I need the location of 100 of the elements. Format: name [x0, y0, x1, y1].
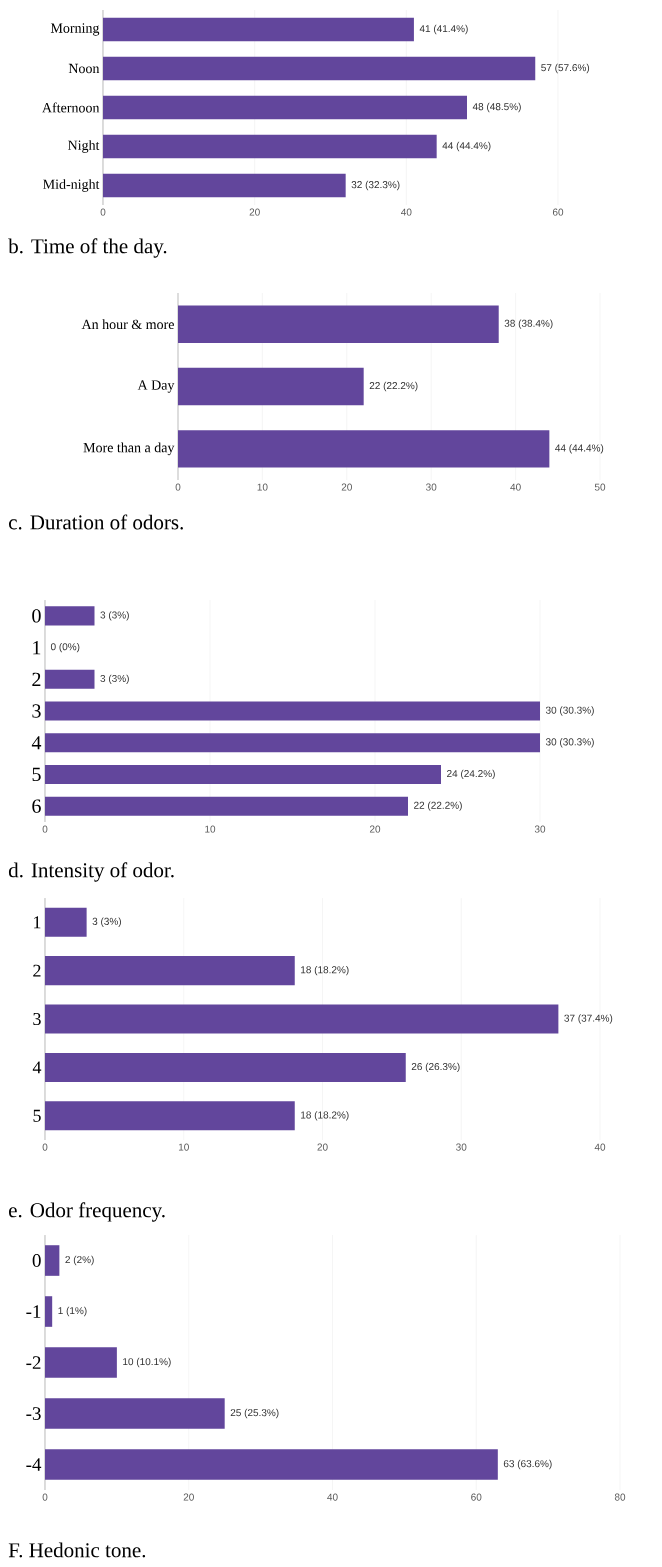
- x-tick-label: 40: [327, 1493, 338, 1501]
- x-tick-label: 40: [594, 1143, 606, 1151]
- bar: [45, 764, 441, 784]
- y-tick-label: 0: [32, 609, 41, 623]
- bar: [45, 1052, 406, 1082]
- data-label: 3 (3%): [100, 674, 129, 684]
- data-label: 0 (0%): [50, 642, 80, 653]
- y-tick-label: 4: [31, 736, 42, 750]
- y-tick-label: 1: [34, 916, 41, 929]
- y-tick-label: 3: [33, 1012, 41, 1026]
- bar: [103, 95, 467, 120]
- y-tick-label: Afternoon: [42, 102, 100, 113]
- x-tick-label: 0: [175, 483, 181, 491]
- y-tick-label: 4: [32, 1061, 42, 1074]
- bar: [45, 956, 295, 986]
- bar: [45, 669, 95, 689]
- y-tick-label: Noon: [68, 63, 100, 74]
- y-tick-label: 5: [32, 767, 41, 782]
- x-tick-label: 0: [100, 208, 106, 216]
- data-label: 3 (3%): [92, 917, 121, 927]
- bar: [45, 701, 540, 721]
- y-tick-label: 2: [32, 672, 41, 686]
- x-tick-label: 80: [614, 1493, 626, 1501]
- bar: [45, 907, 87, 937]
- bar: [45, 1449, 498, 1480]
- y-tick-label: 1: [33, 640, 41, 655]
- x-tick-label: 30: [456, 1143, 467, 1151]
- y-tick-label: More than a day: [83, 442, 175, 456]
- data-label: 24 (24.2%): [447, 769, 495, 780]
- y-tick-label: 0: [32, 1254, 41, 1267]
- y-tick-label: Morning: [50, 23, 100, 36]
- data-label: 30 (30.3%): [545, 738, 594, 748]
- data-label: 63 (63.6%): [503, 1459, 552, 1470]
- text: e. Odor frequency.: [9, 1202, 165, 1222]
- x-tick-label: 20: [249, 208, 260, 216]
- text: d. Intensity of odor.: [8, 862, 174, 882]
- x-tick-label: 50: [594, 483, 606, 491]
- x-tick-label: 30: [534, 825, 546, 833]
- data-label: 41 (41.4%): [419, 24, 468, 35]
- bar: [45, 1347, 117, 1378]
- bar: [45, 796, 408, 816]
- x-tick-label: 10: [257, 483, 268, 491]
- x-tick-label: 60: [471, 1493, 482, 1501]
- data-label: 37 (37.4%): [564, 1014, 613, 1024]
- y-tick-label: 2: [33, 964, 41, 977]
- data-label: 18 (18.2%): [301, 965, 349, 976]
- bar: [45, 733, 540, 753]
- y-tick-label: An hour & more: [81, 319, 174, 330]
- bar: [103, 134, 437, 159]
- data-label: 57 (57.6%): [541, 63, 590, 74]
- bar: [45, 1398, 225, 1429]
- y-tick-label: -3: [26, 1407, 41, 1420]
- y-tick-label: 6: [32, 799, 41, 813]
- y-tick-label: A Day: [137, 380, 175, 393]
- data-label: 2 (2%): [65, 1255, 94, 1266]
- data-label: 44 (44.4%): [442, 141, 491, 152]
- data-label: 44 (44.4%): [555, 444, 604, 454]
- bar: [45, 1004, 559, 1034]
- data-label: 3 (3%): [100, 611, 129, 621]
- bar: [178, 367, 364, 406]
- data-label: 10 (10.1%): [123, 1357, 171, 1368]
- x-tick-label: 30: [426, 483, 437, 491]
- y-tick-label: Mid-night: [43, 179, 100, 192]
- data-label: 26 (26.3%): [411, 1062, 460, 1073]
- bar: [103, 56, 536, 81]
- x-tick-label: 40: [510, 483, 521, 491]
- x-tick-label: 40: [401, 208, 412, 216]
- bar: [45, 1245, 60, 1276]
- x-tick-label: 20: [317, 1143, 328, 1151]
- bar: [178, 305, 499, 343]
- y-tick-label: -1: [26, 1305, 41, 1318]
- bar: [103, 173, 346, 198]
- y-tick-label: 3: [32, 704, 41, 718]
- y-tick-label: -2: [26, 1356, 41, 1369]
- bar: [45, 1101, 295, 1131]
- data-label: 38 (38.4%): [504, 319, 553, 329]
- bar: [103, 17, 414, 42]
- x-tick-label: 20: [369, 825, 381, 833]
- text: F. Hedonic tone.: [8, 1542, 146, 1558]
- data-label: 25 (25.3%): [230, 1408, 279, 1419]
- data-label: 1 (1%): [58, 1306, 87, 1317]
- data-label: 22 (22.2%): [369, 381, 418, 392]
- x-tick-label: 60: [552, 208, 564, 216]
- data-label: 32 (32.3%): [351, 180, 400, 191]
- bar: [178, 430, 550, 468]
- data-label: 48 (48.5%): [472, 102, 521, 113]
- y-tick-label: Night: [67, 140, 100, 153]
- y-tick-label: 5: [33, 1109, 41, 1122]
- data-label: 22 (22.2%): [414, 801, 462, 811]
- data-label: 18 (18.2%): [301, 1111, 349, 1121]
- x-tick-label: 20: [183, 1493, 194, 1501]
- x-tick-label: 20: [341, 483, 352, 491]
- x-tick-label: 10: [178, 1143, 189, 1151]
- x-tick-label: 10: [205, 825, 216, 833]
- text: c. Duration of odors.: [9, 514, 183, 530]
- bar: [45, 606, 95, 626]
- y-tick-label: -4: [26, 1458, 42, 1471]
- text: b. Time of the day.: [8, 238, 167, 258]
- bar: [45, 1296, 53, 1327]
- data-label: 30 (30.3%): [545, 706, 594, 716]
